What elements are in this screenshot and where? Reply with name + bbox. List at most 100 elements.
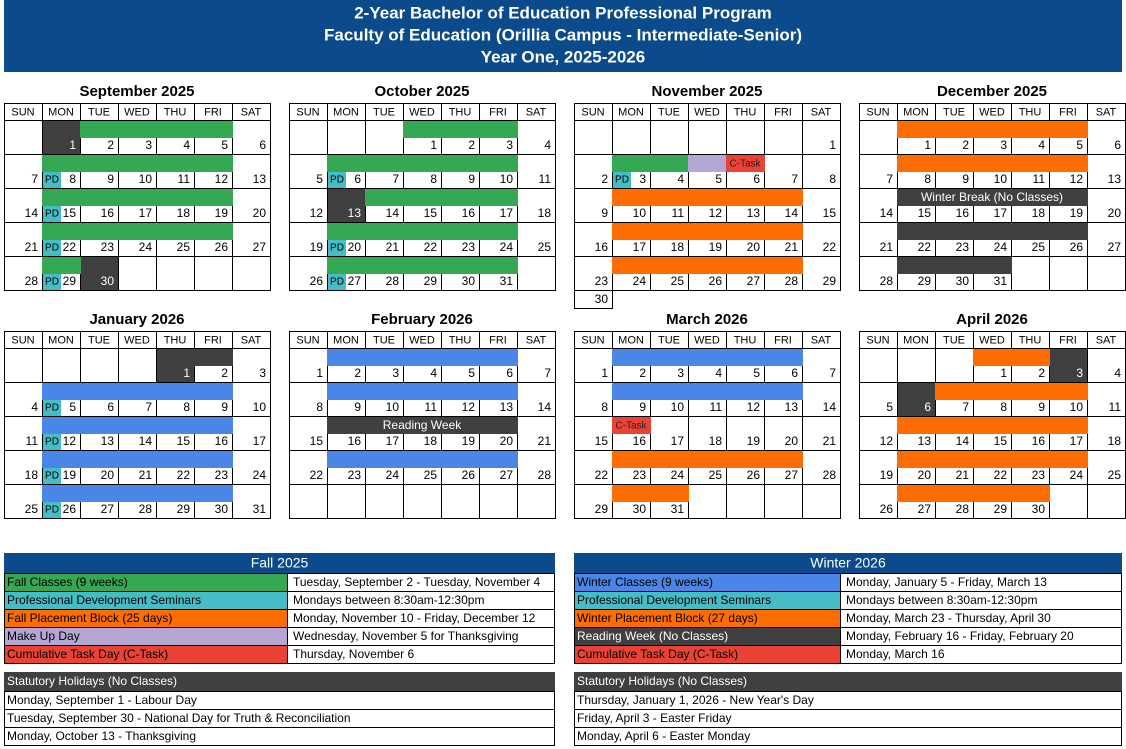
day-number: 9 (601, 206, 608, 220)
day-number: 12 (880, 434, 894, 448)
holiday-row (4, 727, 555, 746)
day-number: 26 (462, 468, 476, 482)
event-band (479, 257, 518, 274)
day-number: 4 (430, 366, 437, 380)
month-title: November 2025 (652, 83, 763, 100)
event-band (194, 383, 233, 400)
day-number: 5 (69, 400, 76, 414)
event-band (897, 155, 936, 172)
day-cell (574, 120, 613, 155)
day-number: 18 (709, 434, 723, 448)
month-title: February 2026 (371, 311, 473, 328)
event-band (650, 485, 689, 502)
day-number: 12 (709, 206, 723, 220)
event-band (764, 451, 803, 468)
day-cell (859, 120, 898, 155)
day-cell (517, 256, 556, 291)
event-band (1011, 417, 1050, 434)
day-number: 4 (677, 172, 684, 186)
pd-tag (43, 502, 61, 518)
day-number: 3 (1000, 138, 1007, 152)
day-cell (574, 348, 613, 383)
event-band (479, 121, 518, 138)
day-cell (802, 256, 841, 291)
day-number: 28 (956, 502, 970, 516)
day-cell (574, 416, 613, 451)
day-cell (688, 416, 727, 451)
event-band (403, 121, 442, 138)
day-number: 10 (253, 400, 267, 414)
event-band (118, 189, 157, 206)
day-cell (403, 484, 442, 519)
holidays-header (574, 672, 1122, 691)
day-number: 29 (177, 502, 191, 516)
event-band (327, 383, 366, 400)
day-number: 21 (880, 240, 894, 254)
day-number: 22 (994, 468, 1008, 482)
event-band (42, 485, 81, 502)
holidays-title: Statutory Holidays (No Classes) (7, 674, 177, 688)
pd-label: PD (45, 437, 59, 448)
band-label: C-Task (729, 159, 761, 170)
weekday-label: WED (409, 334, 435, 346)
event-band (726, 155, 765, 172)
weekday-label: SUN (296, 334, 319, 346)
weekday-label: FRI (774, 106, 792, 118)
legend-label: Cumulative Task Day (C-Task) (577, 647, 738, 661)
day-number: 7 (962, 400, 969, 414)
day-number: 28 (386, 274, 400, 288)
weekday-label: THU (449, 106, 472, 118)
day-cell (232, 154, 271, 189)
weekday-label: FRI (774, 334, 792, 346)
event-band (726, 257, 765, 274)
day-number: 11 (178, 172, 191, 186)
day-number: 15 (63, 206, 77, 220)
pd-label: PD (45, 277, 59, 288)
day-number: 20 (253, 206, 267, 220)
holidays-header (4, 672, 555, 691)
event-band (1011, 451, 1050, 468)
event-band (764, 257, 803, 274)
event-band (327, 349, 366, 366)
day-number: 12 (310, 206, 324, 220)
weekday-label: TUE (88, 334, 110, 346)
day-cell (612, 120, 651, 155)
event-band (935, 257, 974, 274)
day-number: 31 (500, 274, 514, 288)
day-number: 23 (215, 468, 229, 482)
day-number: 11 (1109, 400, 1122, 414)
event-band (1049, 417, 1088, 434)
pd-tag (43, 206, 61, 222)
day-number: 23 (101, 240, 115, 254)
band-span-label: Reading Week (383, 418, 462, 432)
month-title: March 2026 (666, 311, 748, 328)
day-number: 19 (310, 240, 324, 254)
day-number: 15 (595, 434, 609, 448)
day-number: 2 (962, 138, 969, 152)
event-band (403, 189, 442, 206)
day-number: 23 (956, 240, 970, 254)
day-number: 5 (316, 172, 323, 186)
day-number: 16 (348, 434, 362, 448)
event-band (118, 121, 157, 138)
day-number: 2 (468, 138, 475, 152)
weekday-label: SUN (866, 334, 889, 346)
header-title: 2-Year Bachelor of Education Professiona… (354, 3, 772, 22)
day-cell (327, 120, 366, 155)
event-band (441, 417, 480, 434)
weekday-label: THU (164, 106, 187, 118)
day-number: 3 (1076, 366, 1083, 380)
day-number: 8 (1000, 400, 1007, 414)
day-number: 24 (253, 468, 267, 482)
day-number: 22 (823, 240, 837, 254)
day-number: 18 (1032, 206, 1046, 220)
day-cell (232, 450, 271, 485)
day-number: 8 (601, 400, 608, 414)
event-band (479, 451, 518, 468)
legend-label: Fall Placement Block (25 days) (7, 611, 172, 625)
day-cell (118, 256, 157, 291)
month-title: September 2025 (79, 83, 194, 100)
pd-label: PD (45, 505, 59, 516)
day-number: 6 (354, 172, 361, 186)
event-band (1049, 223, 1088, 240)
